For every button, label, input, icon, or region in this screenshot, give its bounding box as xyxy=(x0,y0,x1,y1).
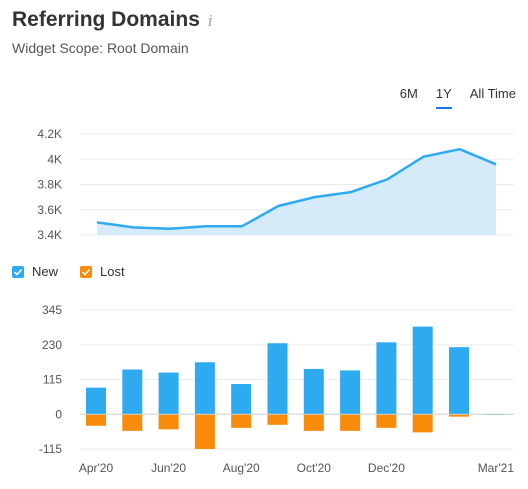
bar-new xyxy=(376,342,397,415)
bar-new xyxy=(158,372,179,415)
bar-new xyxy=(122,369,143,415)
bar-lost xyxy=(449,414,469,417)
bar-new xyxy=(267,343,288,415)
bar-new xyxy=(86,387,106,415)
legend-lost-toggle[interactable]: Lost xyxy=(80,264,125,279)
bar-lost xyxy=(267,414,288,425)
area-y-tick-label: 3.4K xyxy=(37,228,62,242)
bar-new xyxy=(303,368,324,415)
bar-new xyxy=(412,326,433,415)
bar-x-tick-label: Aug'20 xyxy=(223,461,260,475)
bar-y-tick-label: 230 xyxy=(42,338,62,352)
bar-new xyxy=(194,362,215,415)
bar-y-tick-label: 0 xyxy=(55,407,62,421)
bar-lost xyxy=(376,414,397,428)
bar-y-tick-label: 115 xyxy=(43,373,62,387)
bar-lost xyxy=(122,414,143,431)
area-y-tick-label: 3.8K xyxy=(37,178,62,192)
bar-y-tick-label: 345 xyxy=(42,303,62,317)
bar-x-tick-label: Apr'20 xyxy=(79,461,114,475)
bar-lost xyxy=(194,414,215,449)
bar-lost xyxy=(412,414,433,433)
period-6m[interactable]: 6M xyxy=(399,86,418,101)
bar-new xyxy=(340,370,361,415)
period-selector: 6M 1Y All Time xyxy=(400,86,516,109)
bar-lost xyxy=(303,414,324,431)
period-all-time[interactable]: All Time xyxy=(469,86,516,101)
legend-lost-label: Lost xyxy=(100,264,125,279)
bar-new xyxy=(449,347,469,415)
area-y-tick-label: 4.2K xyxy=(37,127,62,141)
widget-title: Referring Domains xyxy=(12,8,200,31)
period-1y[interactable]: 1Y xyxy=(435,86,452,109)
bar-new xyxy=(231,384,252,415)
legend-new-label: New xyxy=(32,264,59,279)
bar-x-tick-label: Oct'20 xyxy=(297,461,332,475)
bar-lost xyxy=(158,414,179,430)
bar-x-tick-label: Dec'20 xyxy=(368,461,405,475)
chart-legend: New Lost xyxy=(12,264,125,279)
area-series-line xyxy=(96,147,497,230)
bar-x-tick-label: Mar'21 xyxy=(478,461,515,475)
lost-checkbox-icon[interactable] xyxy=(80,265,93,278)
info-icon[interactable]: i xyxy=(207,12,213,30)
area-y-tick-label: 4K xyxy=(47,152,62,166)
bar-y-tick-label: -115 xyxy=(39,442,62,456)
widget-subtitle: Widget Scope: Root Domain xyxy=(12,40,189,56)
bar-lost xyxy=(86,414,106,426)
bar-lost xyxy=(231,414,252,428)
legend-new-toggle[interactable]: New xyxy=(12,264,58,279)
widget-header: Referring Domains i xyxy=(12,8,213,32)
area-fill xyxy=(97,149,496,235)
new-checkbox-icon[interactable] xyxy=(12,265,24,278)
bar-x-tick-label: Jun'20 xyxy=(151,461,186,475)
area-y-tick-label: 3.6K xyxy=(37,203,62,217)
bar-lost xyxy=(340,414,361,431)
